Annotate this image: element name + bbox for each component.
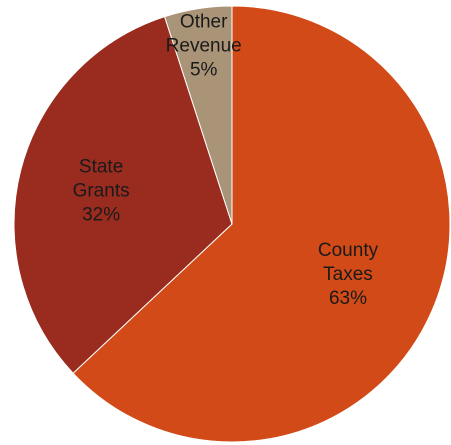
pie-slice-county-taxes xyxy=(72,5,451,443)
pie-label-county-taxes: County Taxes 63% xyxy=(318,240,379,309)
pie-label-name: State xyxy=(79,156,123,177)
pie-labels: County Taxes 63% State Grants 32% Other Revenue… xyxy=(73,11,379,309)
pie-label-other-revenue: Other Revenue 5% xyxy=(166,11,242,80)
pie-label-state-grants: State Grants 32% xyxy=(73,156,130,225)
pie-label-name: Other xyxy=(180,11,228,32)
pie-label-value: 32% xyxy=(82,204,120,225)
pie-label-name: Grants xyxy=(73,180,130,201)
pie-label-name: Taxes xyxy=(323,264,373,285)
pie-label-value: 5% xyxy=(190,59,218,80)
pie-slices xyxy=(13,5,451,443)
pie-label-name: Revenue xyxy=(166,35,242,56)
pie-slice-state-grants xyxy=(13,16,233,374)
pie-slice-other-revenue xyxy=(163,5,233,225)
pie-label-name: County xyxy=(318,240,379,261)
pie-label-value: 63% xyxy=(329,288,367,309)
